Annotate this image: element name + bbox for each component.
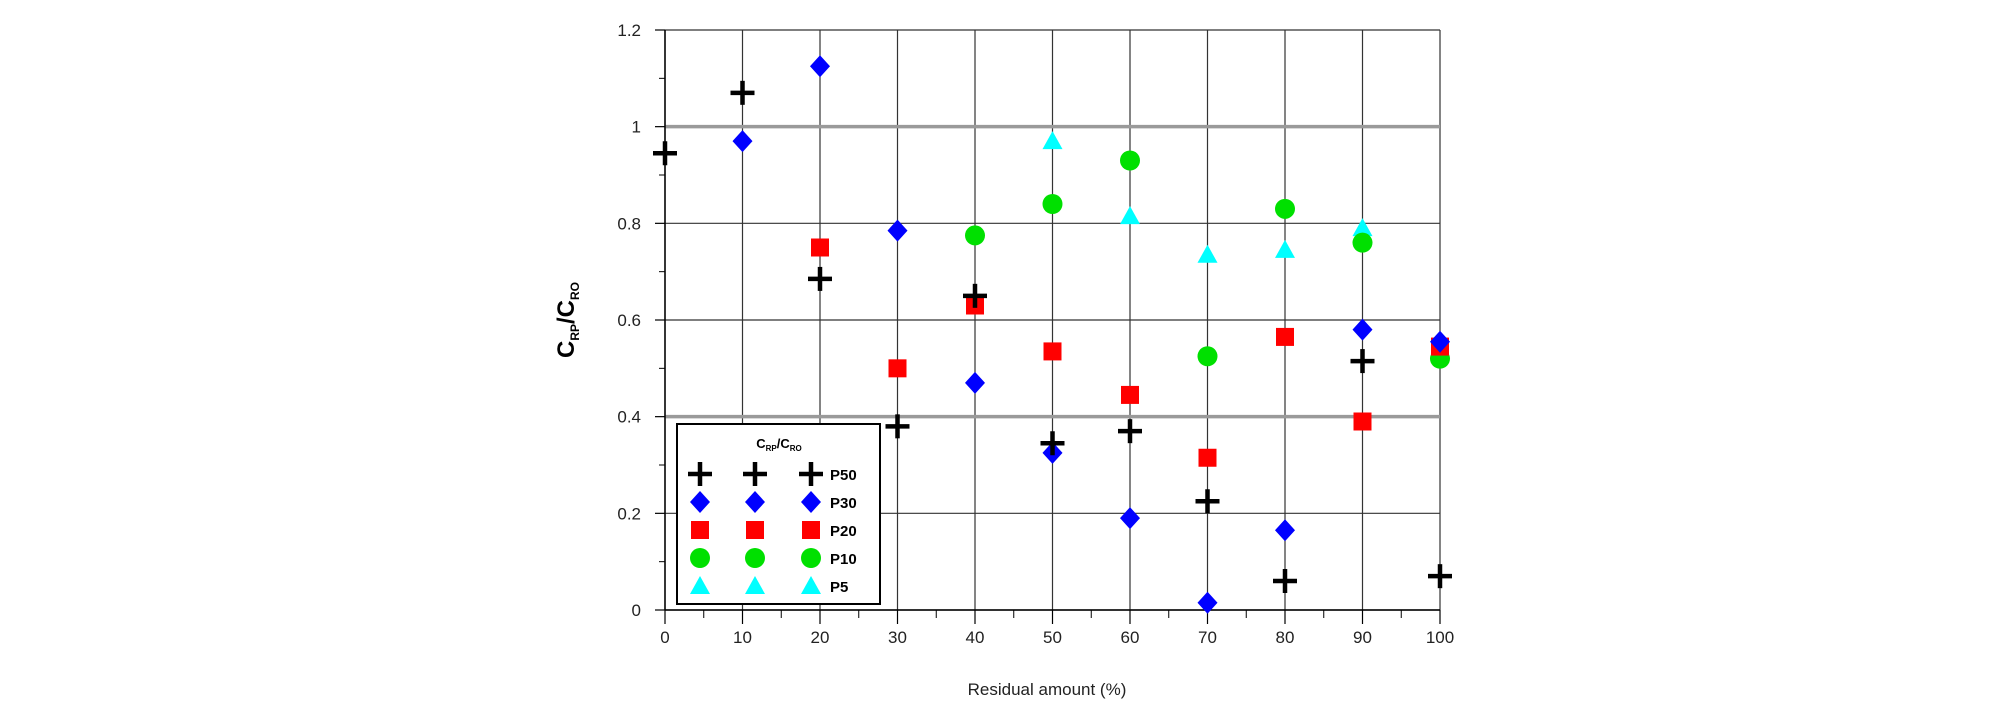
point-p20 bbox=[1276, 327, 1294, 346]
y-tick-label: 1 bbox=[632, 118, 641, 137]
legend-marker-p30 bbox=[801, 491, 821, 513]
legend-marker-p10 bbox=[745, 548, 765, 568]
x-tick-label: 60 bbox=[1121, 628, 1140, 647]
point-p50 bbox=[1350, 349, 1375, 374]
y-axis-title-c1: C bbox=[553, 341, 580, 358]
legend-label-p5: P5 bbox=[830, 579, 848, 596]
y-tick-label: 0.6 bbox=[617, 311, 641, 330]
point-p50 bbox=[730, 80, 755, 105]
x-tick-label: 20 bbox=[811, 628, 830, 647]
legend-label-p50: P50 bbox=[830, 467, 857, 484]
point-p30 bbox=[1120, 507, 1140, 530]
axes bbox=[655, 29, 1441, 624]
x-tick-label: 90 bbox=[1353, 628, 1372, 647]
legend: CRP/CRO P50 P30 P20 P10 P5 bbox=[676, 423, 881, 605]
legend-title-part: RO bbox=[790, 444, 802, 453]
x-tick-label: 80 bbox=[1276, 628, 1295, 647]
point-p20 bbox=[1353, 412, 1372, 431]
y-tick-label: 0.4 bbox=[617, 408, 641, 427]
y-tick-label: 0 bbox=[632, 601, 641, 620]
point-p10 bbox=[1042, 194, 1063, 214]
legend-marker-p50 bbox=[688, 462, 712, 486]
y-tick-labels: 0 0.2 0.4 0.6 0.8 1 1.2 bbox=[617, 21, 641, 620]
legend-title-part: RP bbox=[766, 444, 778, 453]
point-p20 bbox=[1043, 342, 1062, 361]
legend-marker-p20 bbox=[691, 521, 709, 539]
point-p50 bbox=[885, 414, 910, 439]
y-tick-label: 1.2 bbox=[617, 21, 641, 40]
point-p5 bbox=[1275, 239, 1295, 258]
legend-box bbox=[676, 423, 881, 605]
y-axis-title-sep: /C bbox=[553, 300, 580, 324]
point-p30 bbox=[1275, 519, 1295, 542]
y-axis-title-sub2: RO bbox=[568, 282, 582, 300]
x-tick-label: 40 bbox=[966, 628, 985, 647]
point-p50 bbox=[653, 141, 677, 166]
point-p10 bbox=[1275, 198, 1295, 219]
legend-label-p20: P20 bbox=[830, 523, 857, 540]
legend-marker-p5 bbox=[745, 576, 765, 594]
data-points bbox=[653, 55, 1452, 614]
y-axis-title: CRP/CRO bbox=[553, 282, 582, 358]
y-tick-label: 0.2 bbox=[617, 504, 641, 523]
legend-marker-p30 bbox=[690, 491, 710, 513]
x-axis-title: Residual amount (%) bbox=[968, 680, 1127, 699]
point-p10 bbox=[1120, 150, 1140, 171]
x-tick-label: 70 bbox=[1198, 628, 1217, 647]
y-tick-label: 0.8 bbox=[617, 214, 641, 233]
point-p50 bbox=[963, 283, 987, 308]
x-tick-label: 50 bbox=[1043, 628, 1062, 647]
point-p20 bbox=[1121, 385, 1139, 404]
legend-marker-p5 bbox=[690, 576, 710, 594]
point-p30 bbox=[810, 55, 830, 78]
point-p10 bbox=[965, 225, 985, 246]
point-p20 bbox=[1198, 448, 1217, 467]
legend-title: CRP/CRO bbox=[756, 436, 802, 453]
point-p50 bbox=[1428, 564, 1452, 589]
point-p30 bbox=[965, 371, 985, 394]
legend-marker-p10 bbox=[690, 548, 710, 568]
x-tick-label: 30 bbox=[888, 628, 907, 647]
y-axis-title-sub1: RP bbox=[568, 324, 582, 341]
point-p50 bbox=[1040, 431, 1065, 456]
point-p50 bbox=[1195, 489, 1220, 514]
legend-marker-p20 bbox=[802, 521, 820, 539]
legend-marker-p30 bbox=[745, 491, 765, 513]
point-p5 bbox=[1197, 244, 1218, 263]
x-tick-label: 10 bbox=[733, 628, 752, 647]
legend-label-p30: P30 bbox=[830, 495, 857, 512]
point-p5 bbox=[1120, 206, 1140, 225]
legend-marker-p10 bbox=[801, 548, 821, 568]
legend-title-part: /C bbox=[777, 436, 791, 451]
point-p50 bbox=[1273, 569, 1297, 593]
point-p20 bbox=[811, 238, 829, 257]
point-p30 bbox=[887, 219, 908, 242]
point-p10 bbox=[1197, 346, 1218, 367]
point-p10 bbox=[1352, 232, 1373, 253]
legend-title-part: C bbox=[756, 436, 766, 451]
point-p50 bbox=[1118, 419, 1142, 444]
point-p30 bbox=[1197, 591, 1218, 614]
point-p5 bbox=[1352, 218, 1373, 237]
legend-marker-p50 bbox=[743, 462, 767, 486]
x-tick-label: 100 bbox=[1426, 628, 1454, 647]
x-tick-label: 0 bbox=[660, 628, 669, 647]
point-p30 bbox=[1352, 318, 1373, 341]
legend-marker-p5 bbox=[801, 576, 821, 594]
point-p5 bbox=[1042, 131, 1063, 150]
point-p20 bbox=[888, 359, 907, 378]
point-p30 bbox=[732, 130, 753, 153]
legend-marker-p50 bbox=[799, 462, 823, 486]
point-p50 bbox=[808, 266, 832, 291]
legend-label-p10: P10 bbox=[830, 551, 857, 568]
x-tick-labels: 0 10 20 30 40 50 60 70 80 90 100 bbox=[660, 628, 1454, 647]
point-p30 bbox=[1430, 330, 1450, 353]
legend-marker-p20 bbox=[746, 521, 764, 539]
